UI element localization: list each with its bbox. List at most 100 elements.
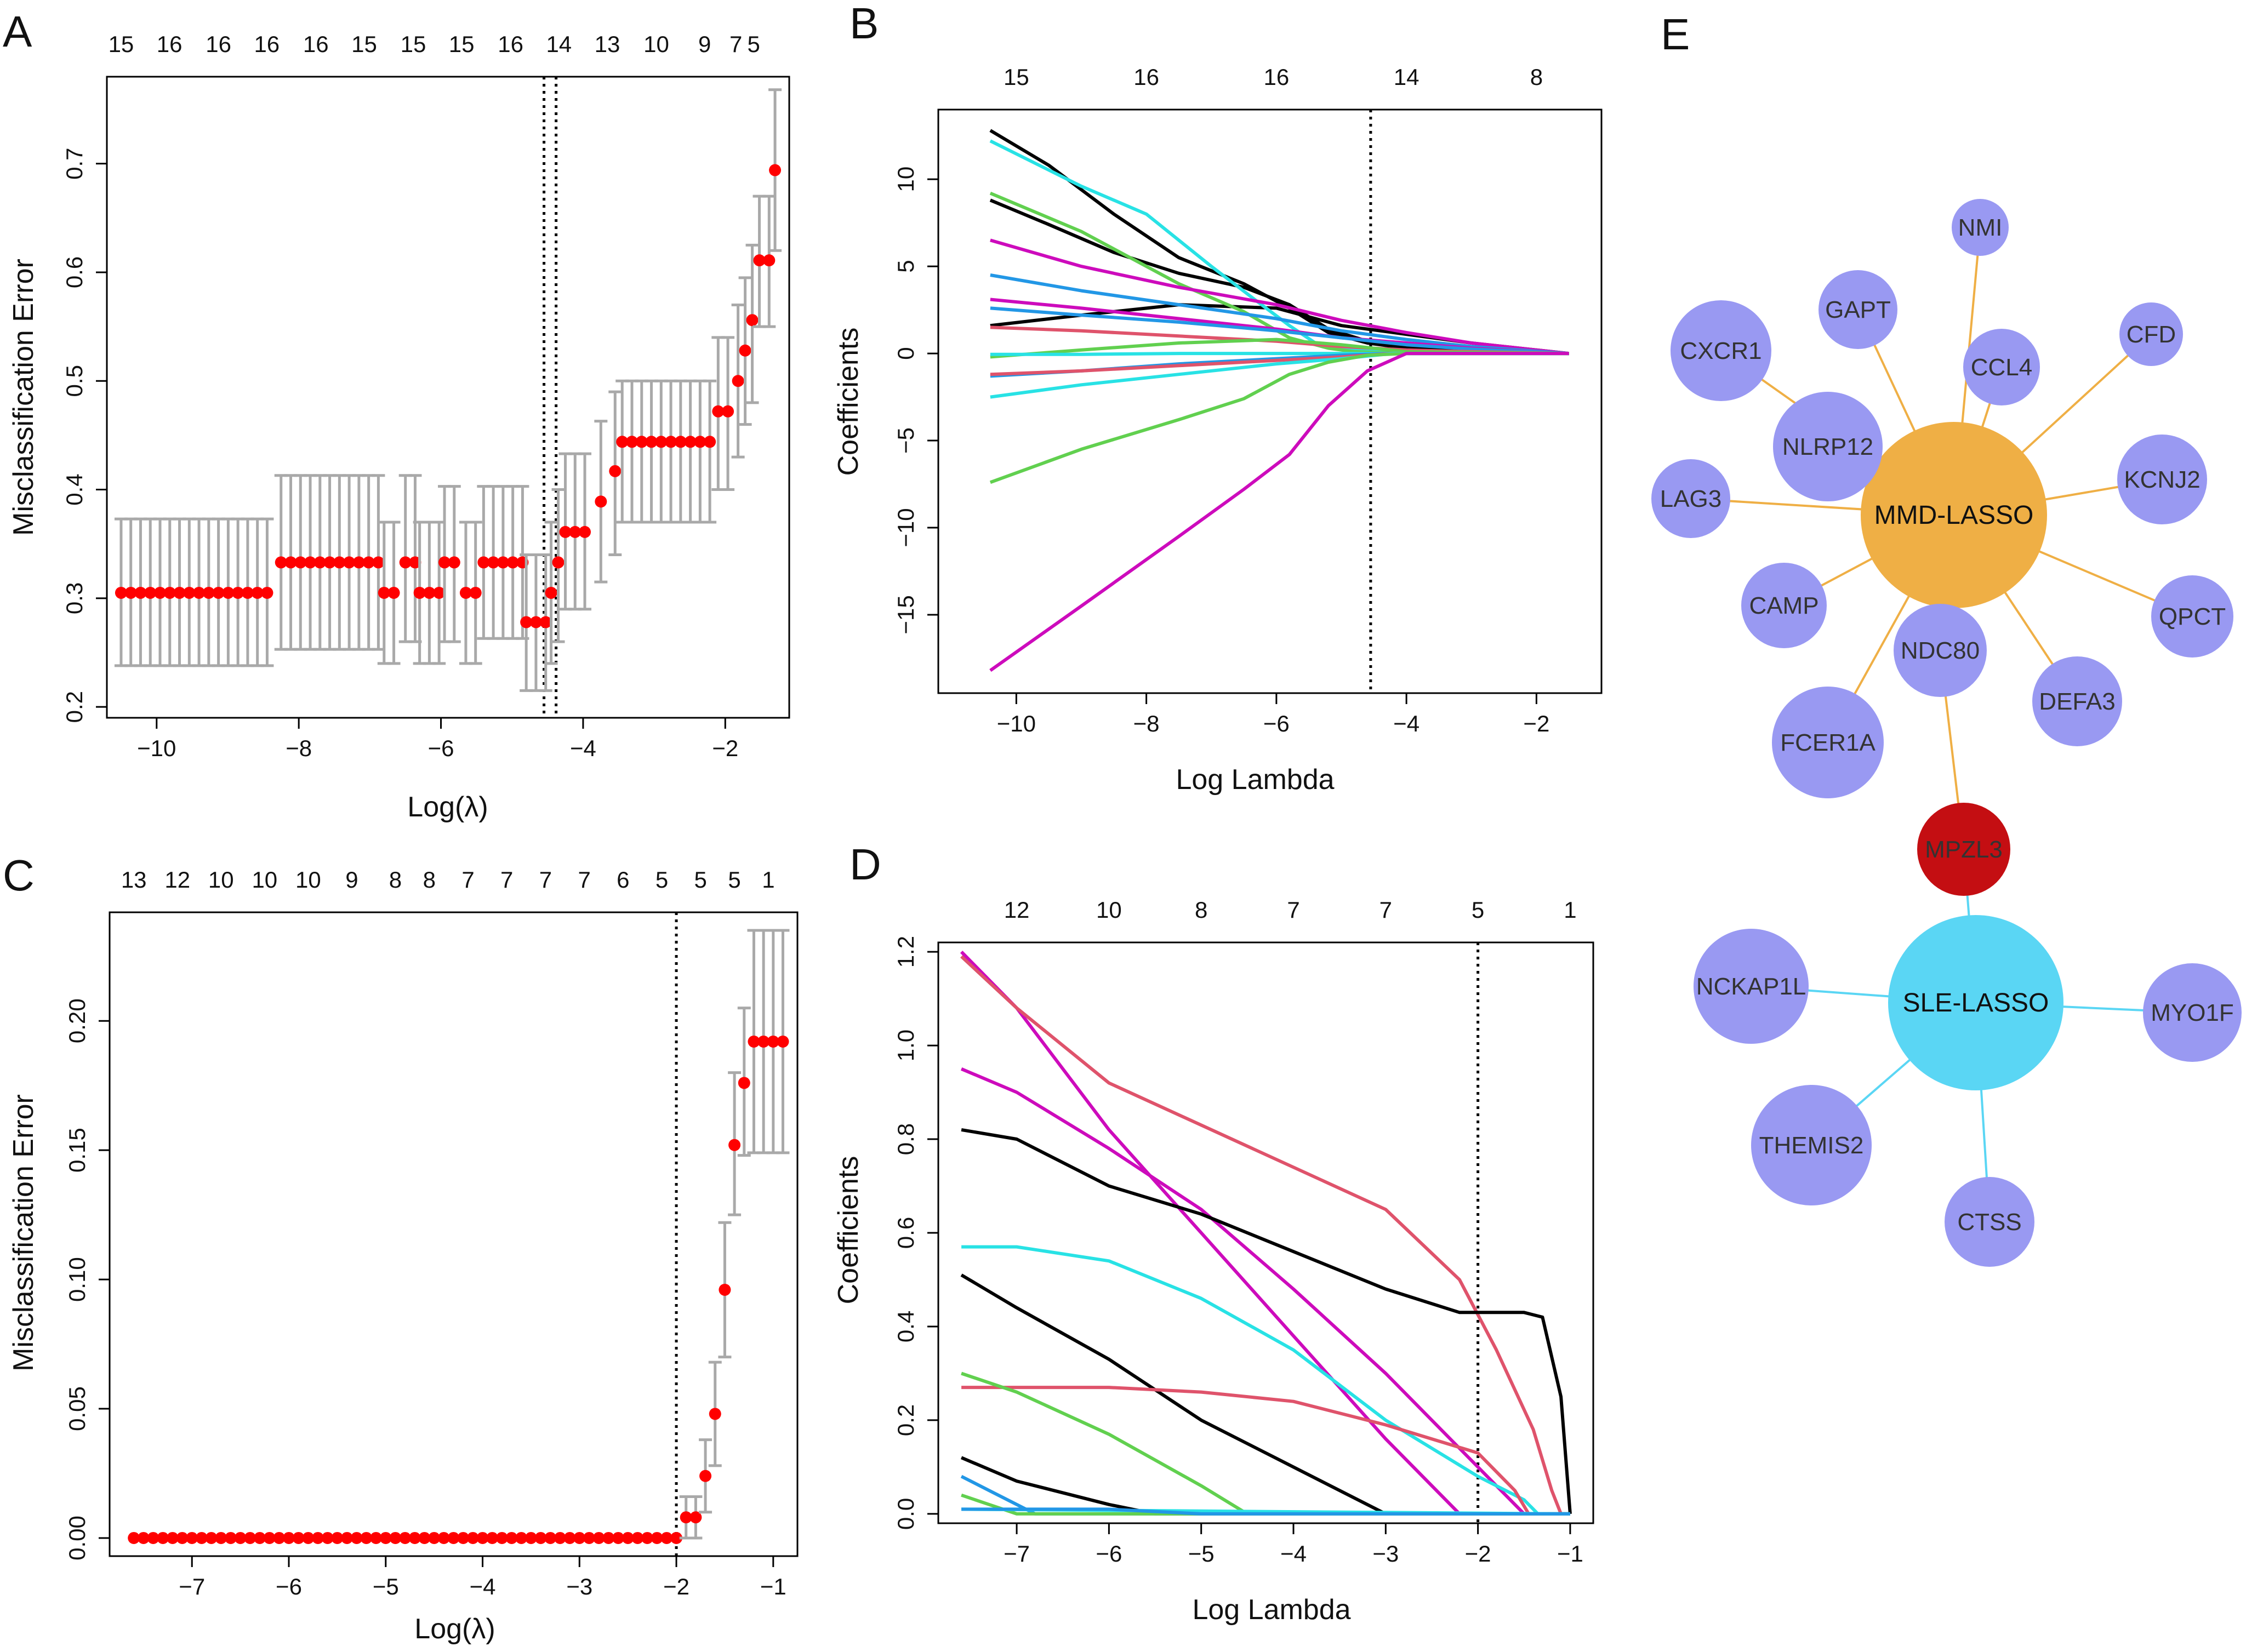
- panel-b-y-tick-label: 0: [893, 347, 919, 359]
- panel-a-cv-point: [753, 254, 766, 267]
- panel-a-cv-point: [251, 586, 264, 599]
- panel-c-cv-point: [379, 1531, 392, 1544]
- panel-d-coef-path-blue-2: [961, 1507, 1570, 1516]
- panel-a-cv-point: [487, 556, 500, 569]
- panel-c-cv-point: [495, 1531, 508, 1544]
- panel-c-cv-point: [166, 1531, 179, 1544]
- gene-label: CAMP: [1749, 592, 1819, 619]
- panel-c-x-tick-label: −7: [179, 1574, 205, 1599]
- panel-a-cv-point: [704, 436, 716, 448]
- panel-a-cv-point: [506, 556, 519, 569]
- gene-label: NMI: [1958, 214, 2003, 241]
- gene-node-nckap1l: NCKAP1L: [1694, 929, 1809, 1044]
- panel-a-cv-point: [545, 586, 557, 599]
- panel-a-top-count: 16: [157, 31, 183, 57]
- panel-a-x-tick-label: −6: [428, 735, 454, 761]
- panel-c-cv-point: [234, 1531, 247, 1544]
- panel-d-x-tick-label: −6: [1096, 1541, 1122, 1567]
- panel-a-cv-point: [193, 586, 206, 599]
- panel-a-cv-point: [323, 556, 336, 569]
- panel-c-top-count: 5: [728, 867, 740, 893]
- panel-c-cv-point: [195, 1531, 208, 1544]
- panel-a-x-tick-label: −8: [286, 735, 312, 761]
- panel-a-cv-point: [399, 556, 412, 569]
- panel-a-y-tick-label: 0.7: [61, 147, 87, 179]
- panel-c-cv-point: [350, 1531, 363, 1544]
- panel-a-frame: [106, 76, 790, 719]
- panel-a-cv-point: [163, 586, 176, 599]
- panel-a-cv-point: [609, 465, 622, 477]
- panel-b-coef-path-cyan-1: [989, 139, 1569, 356]
- panel-b-frame: [937, 108, 1603, 694]
- panel-b-ylabel: Coefficients: [833, 328, 864, 476]
- panel-c-x-tick-label: −1: [760, 1574, 786, 1599]
- panel-a-cv-point: [539, 616, 552, 628]
- panel-a-cv-point: [423, 586, 436, 599]
- panel-a-cv-point: [241, 586, 254, 599]
- panel-a-cv-point: [433, 586, 446, 599]
- bridge-label: MPZL3: [1925, 836, 2003, 863]
- panel-c-cv-point: [157, 1531, 169, 1544]
- panel-c-cv-point: [263, 1531, 276, 1544]
- panel-d-coef-path-magenta-1: [960, 950, 1461, 1516]
- panel-c-cv-point: [573, 1531, 586, 1544]
- gene-label: DEFA3: [2039, 688, 2115, 715]
- panel-a-cv-point: [645, 436, 658, 448]
- panel-b-y-tick-label: 5: [893, 260, 919, 272]
- panel-c-x-tick-label: −5: [373, 1574, 399, 1599]
- panel-c-cv-point: [602, 1531, 615, 1544]
- gene-label: FCER1A: [1780, 729, 1876, 756]
- panel-c-cv-point: [525, 1531, 537, 1544]
- panel-a-cv-point: [469, 586, 482, 599]
- panel-d-x-tick-label: −7: [1004, 1541, 1030, 1567]
- panel-a-cv-point: [154, 586, 167, 599]
- panel-c-cv-point: [699, 1470, 712, 1482]
- panel-a-cv-point: [569, 525, 582, 538]
- panel-a-cv-point: [261, 586, 273, 599]
- panel-a-x-tick-label: −4: [570, 735, 596, 761]
- panel-c-y-tick-label: 0.00: [64, 1516, 90, 1560]
- panel-a-cv-point: [378, 586, 390, 599]
- panel-c-top-count: 1: [762, 867, 774, 893]
- panel-c-cv-point: [399, 1531, 412, 1544]
- panel-b-coef-path-green-3: [989, 352, 1569, 484]
- panel-b-coef-path-green-2: [990, 338, 1569, 359]
- panel-d-y-tick-label: 0.2: [893, 1404, 919, 1436]
- panel-b-y-tick-label: −5: [893, 427, 919, 454]
- panel-d-top-count: 7: [1287, 897, 1299, 923]
- gene-label: NCKAP1L: [1696, 973, 1806, 1000]
- panel-c-cv-point: [186, 1531, 198, 1544]
- panel-c-cv-point: [341, 1531, 354, 1544]
- panel-c-top-count: 9: [345, 867, 358, 893]
- panel-c-cv-point: [670, 1531, 683, 1544]
- panel-c-top-count: 13: [121, 867, 147, 893]
- panel-a-y-tick-label: 0.4: [61, 473, 87, 505]
- panel-b-coef-path-magenta-1: [990, 238, 1570, 356]
- panel-a-top-count: 9: [698, 31, 711, 57]
- gene-node-themis2: THEMIS2: [1751, 1085, 1872, 1205]
- panel-d-top-count: 12: [1004, 897, 1030, 923]
- panel-a-y-tick-label: 0.5: [61, 365, 87, 397]
- panel-a-cv-point: [212, 586, 225, 599]
- panel-a-cv-point: [304, 556, 317, 569]
- panel-c-cv-point: [408, 1531, 421, 1544]
- panel-b-x-tick-label: −10: [997, 711, 1036, 736]
- panel-a-y-tick-label: 0.6: [61, 256, 87, 288]
- panel-a-cv-point: [722, 405, 734, 418]
- panel-c-cv-point: [738, 1077, 750, 1089]
- panel-d-top-count: 10: [1096, 897, 1122, 923]
- panel-d-x-tick-label: −5: [1188, 1541, 1215, 1567]
- panel-b-top-count: 14: [1394, 64, 1420, 90]
- panel-a-top-count: 13: [595, 31, 620, 57]
- panel-a-cv-point: [459, 586, 472, 599]
- panel-a-cv-point: [173, 586, 186, 599]
- panel-c-top-count: 7: [500, 867, 513, 893]
- panel-c-ylabel: Misclassification Error: [8, 1094, 39, 1371]
- panel-d-top-count: 5: [1472, 897, 1484, 923]
- panel-a-cv-point: [559, 525, 572, 538]
- panel-a-x-tick-label: −10: [137, 735, 176, 761]
- panel-c-y-tick-label: 0.15: [64, 1128, 90, 1173]
- panel-d-xlabel: Log Lambda: [1192, 1594, 1350, 1626]
- panel-a-cv-point: [712, 405, 725, 418]
- panel-a-cv-point: [202, 586, 215, 599]
